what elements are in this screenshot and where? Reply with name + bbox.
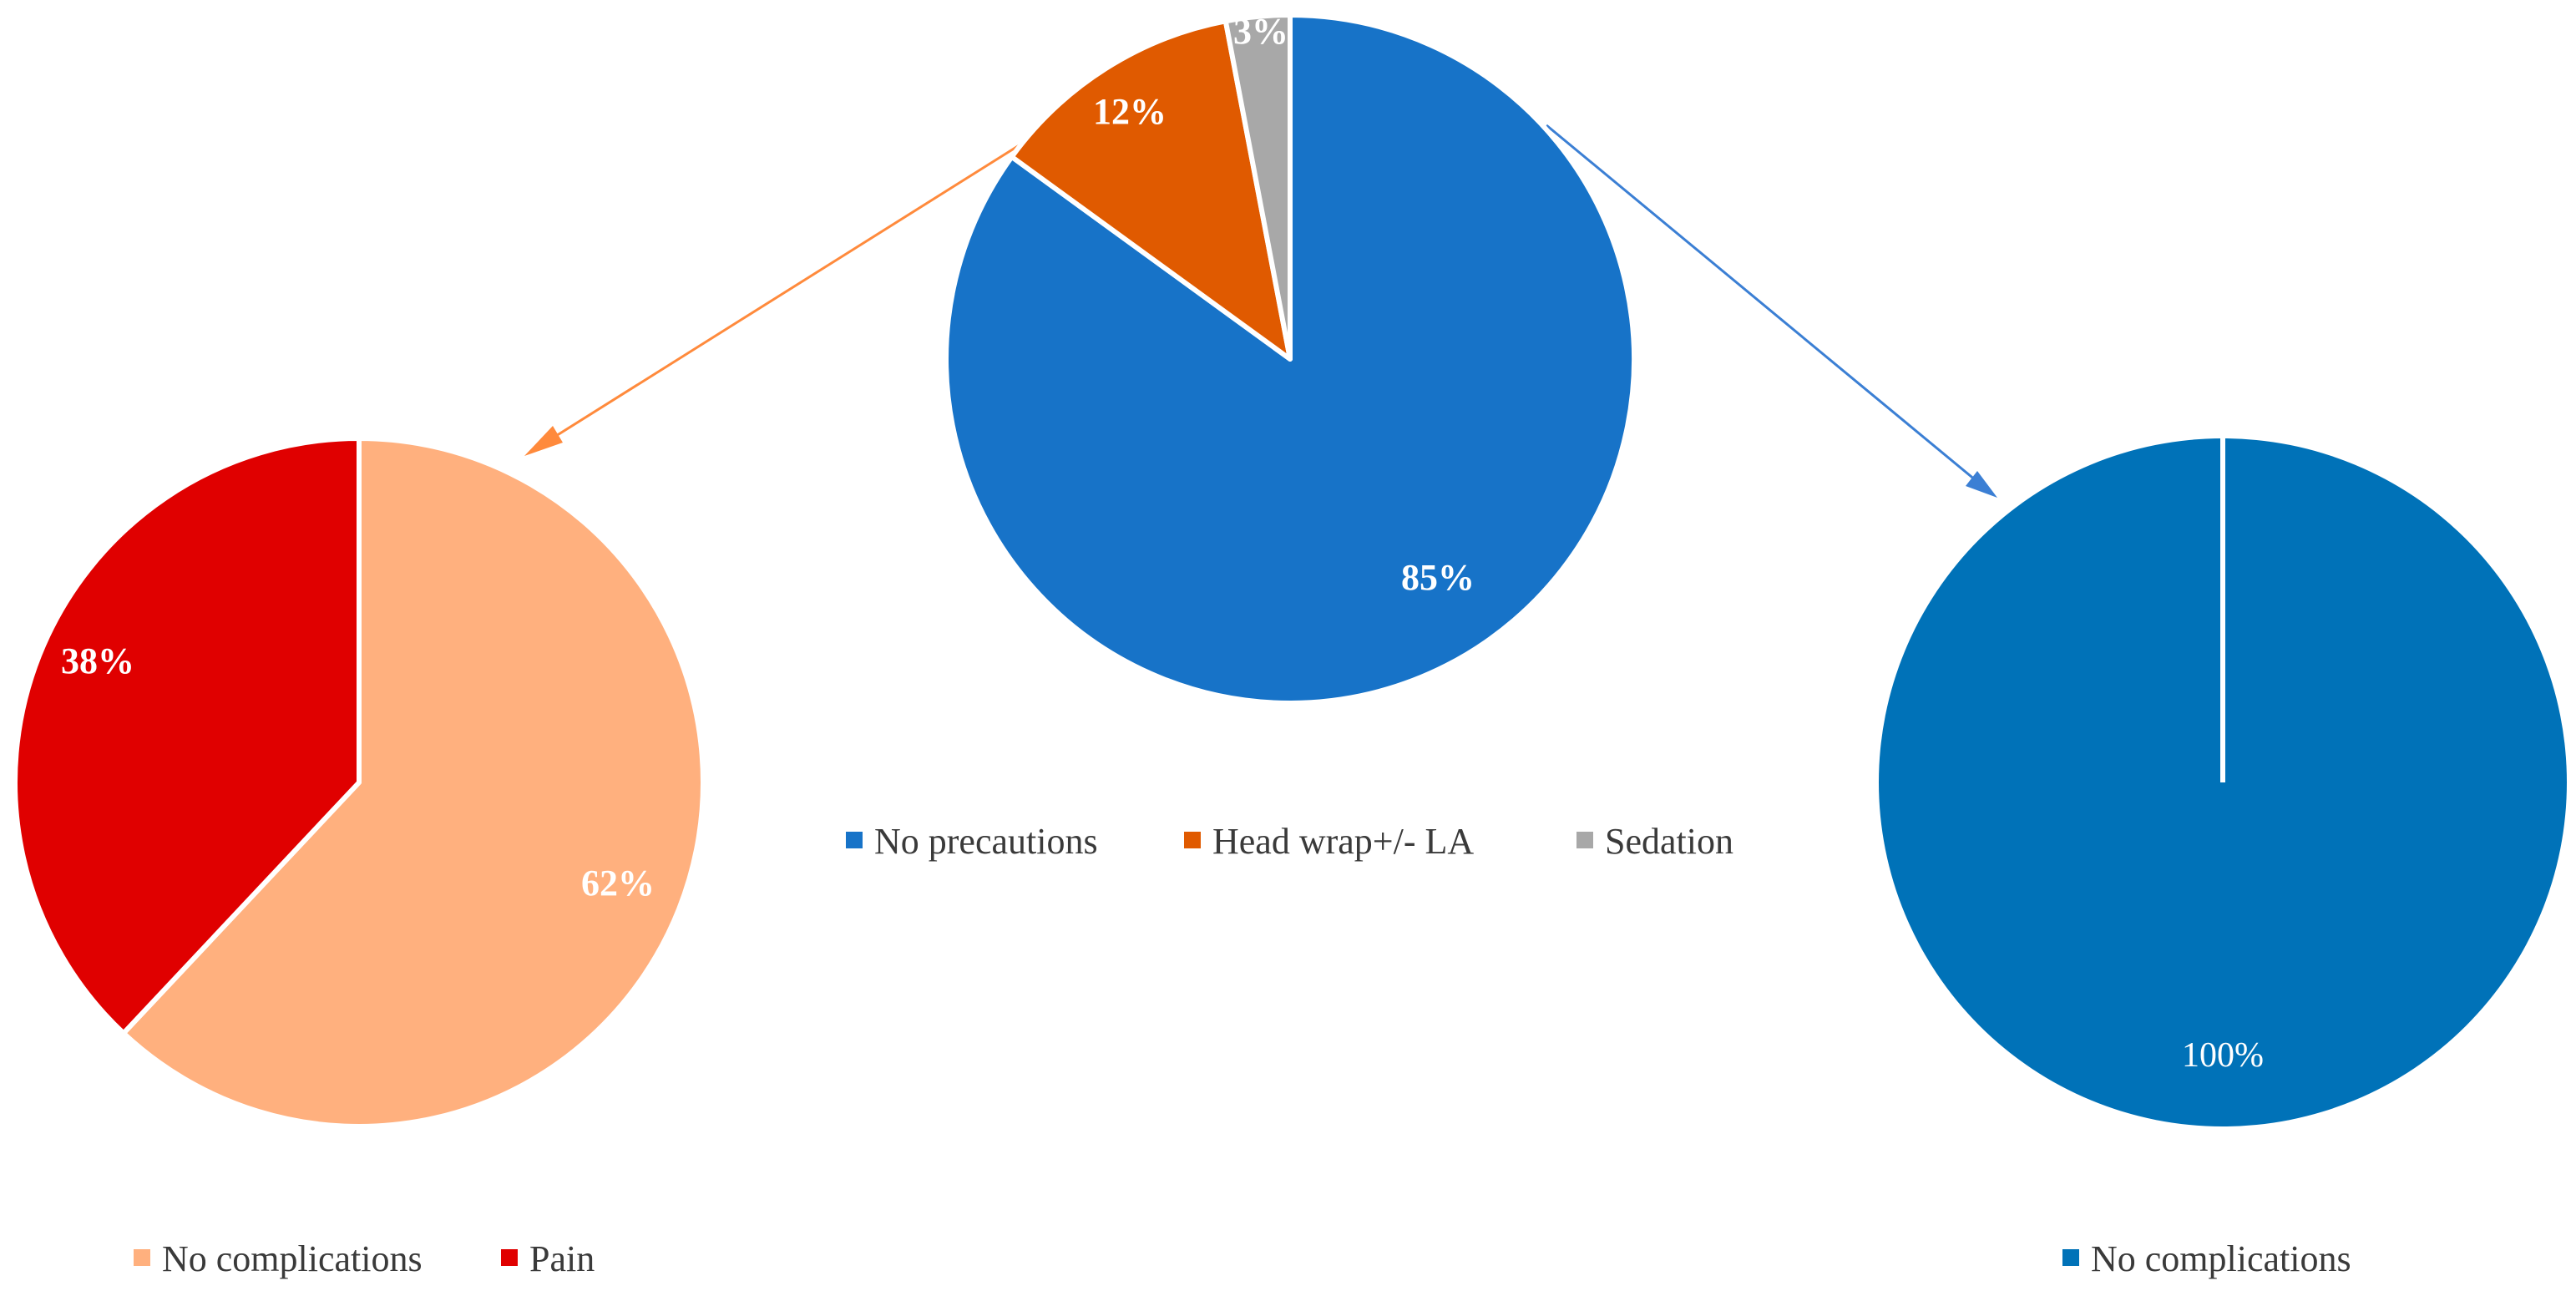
- pie-precautions: 85% 12% 3%: [944, 11, 1637, 706]
- arrow-to-left-pie-head: [524, 426, 563, 456]
- data-label-head-wrap-la: 12%: [1093, 91, 1167, 132]
- legend-label-head-wrap-la: Head wrap+/- LA: [1212, 821, 1474, 862]
- legend-label-pain: Pain: [529, 1238, 595, 1279]
- pie-head-wrap-outcomes: 62% 38%: [13, 436, 706, 1129]
- legend-swatch-head-wrap-la: [1184, 832, 1201, 848]
- pie-no-precautions-outcomes: 100%: [1879, 438, 2567, 1126]
- slice-sedation: [1222, 13, 1293, 362]
- data-label-no-precautions: 85%: [1401, 557, 1475, 598]
- arrow-to-right-pie-head: [1966, 471, 1997, 498]
- arrow-to-left-pie: [535, 122, 1055, 450]
- data-label-pain: 38%: [61, 640, 134, 681]
- data-label-sedation: 3%: [1233, 11, 1288, 52]
- connector-arrows: [524, 122, 1997, 498]
- data-label-no-complications: 62%: [581, 863, 655, 904]
- legend-precautions: No precautions Head wrap+/- LA Sedation: [846, 821, 1733, 862]
- slice-no-complications: [120, 436, 706, 1129]
- data-label-no-complications: 100%: [2182, 1036, 2264, 1075]
- legend-swatch-sedation: [1576, 832, 1593, 848]
- legend-label-sedation: Sedation: [1605, 821, 1733, 862]
- legend-swatch-no-complications: [2062, 1249, 2079, 1266]
- legend-swatch-no-complications: [134, 1249, 150, 1266]
- arrow-to-right-pie: [1546, 124, 1986, 490]
- legend-no-precautions-outcomes: No complications: [2062, 1238, 2351, 1279]
- slice-pain: [13, 436, 362, 1036]
- legend-head-wrap-outcomes: No complications Pain: [134, 1238, 595, 1279]
- legend-label-no-complications: No complications: [162, 1238, 423, 1279]
- slice-head-wrap-la: [1009, 18, 1293, 362]
- legend-label-no-precautions: No precautions: [874, 821, 1098, 862]
- legend-swatch-pain: [501, 1249, 518, 1266]
- legend-swatch-no-precautions: [846, 832, 863, 848]
- legend-label-no-complications: No complications: [2091, 1238, 2351, 1279]
